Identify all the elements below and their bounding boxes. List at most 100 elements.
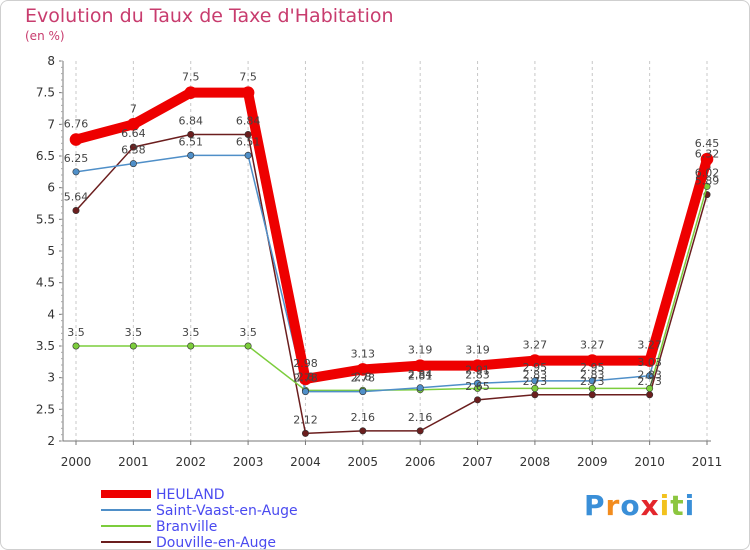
data-label: 2.8 xyxy=(354,370,372,383)
data-point xyxy=(187,342,195,350)
data-label: 6.84 xyxy=(236,114,261,127)
data-label: 5.89 xyxy=(695,175,720,188)
data-point xyxy=(416,384,424,392)
data-label: 2.16 xyxy=(408,411,433,424)
data-point xyxy=(416,427,424,435)
brand-logo: Proxiti xyxy=(584,489,695,522)
data-label: 6.64 xyxy=(121,127,146,140)
data-label: 5.64 xyxy=(64,190,89,203)
data-point xyxy=(588,391,596,399)
x-tick-label: 2010 xyxy=(634,455,665,469)
y-tick-label: 8 xyxy=(47,54,55,68)
data-point xyxy=(646,384,654,392)
data-label: 2.84 xyxy=(408,368,433,381)
data-label: 6.02 xyxy=(695,166,720,179)
x-tick-label: 2005 xyxy=(348,455,379,469)
x-tick-label: 2003 xyxy=(233,455,264,469)
data-point xyxy=(356,363,370,376)
y-tick-label: 4 xyxy=(47,307,55,321)
data-label: 6.32 xyxy=(695,147,720,160)
y-tick-label: 6.5 xyxy=(36,149,55,163)
data-label: 6.45 xyxy=(695,137,720,150)
data-label: 2.73 xyxy=(580,375,605,388)
data-label: 2.95 xyxy=(580,361,605,374)
x-tick-label: 2004 xyxy=(290,455,321,469)
data-label: 6.84 xyxy=(178,114,203,127)
data-label: 3.5 xyxy=(67,326,85,339)
data-point xyxy=(471,359,484,372)
data-label: 2.73 xyxy=(637,375,662,388)
x-tick-label: 2007 xyxy=(462,455,493,469)
data-label: 3.19 xyxy=(408,344,433,357)
x-tick-label: 2002 xyxy=(175,455,206,469)
data-point xyxy=(588,377,596,385)
data-point xyxy=(531,377,539,385)
logo-letter: i xyxy=(659,489,671,522)
axes: 2 2.5 3 3.5 4 4.5 5 5.5 6 6.5 7 7.5 8 2000 2001 2002 200… xyxy=(36,54,722,469)
data-labels: 6.76 7 7.5 7.5 2.98 3.13 3.19 3.19 3.27 3.27 3.27 6… xyxy=(64,71,720,427)
data-label: 6.51 xyxy=(178,135,203,148)
data-label: 2.83 xyxy=(523,368,548,381)
chart-title: Evolution du Taux de Taxe d'Habitation xyxy=(25,5,394,27)
data-point xyxy=(187,151,195,159)
data-point xyxy=(700,152,714,166)
y-tick-label: 6 xyxy=(47,181,55,195)
data-label: 3.03 xyxy=(637,356,662,369)
data-point xyxy=(129,143,137,151)
data-point xyxy=(588,384,596,392)
data-point xyxy=(241,86,255,99)
data-point xyxy=(531,384,539,392)
legend-label: Saint-Vaast-en-Auge xyxy=(156,503,298,519)
data-label: 2.81 xyxy=(408,370,433,383)
data-label: 2.78 xyxy=(351,372,376,385)
data-point xyxy=(413,359,427,372)
x-tick-label: 2011 xyxy=(692,455,723,469)
data-point xyxy=(244,151,252,159)
series-line xyxy=(75,154,708,393)
data-label: 3.27 xyxy=(637,339,662,352)
data-label: 2.8 xyxy=(297,370,315,383)
data-point xyxy=(474,396,482,404)
logo-letter: i xyxy=(684,489,696,522)
data-point xyxy=(127,118,140,131)
x-tick-label: 2000 xyxy=(61,455,92,469)
data-point xyxy=(129,160,137,168)
x-tick-label: 2008 xyxy=(520,455,551,469)
legend-label: Branville xyxy=(156,519,217,535)
series-saint-vaast-en-auge xyxy=(72,151,711,396)
data-point xyxy=(474,379,482,387)
data-point xyxy=(643,354,656,367)
logo-letter: r xyxy=(605,489,621,522)
data-point xyxy=(187,130,195,138)
data-label: 6.51 xyxy=(236,135,261,148)
y-tick-label: 3 xyxy=(47,371,55,385)
data-label: 3.13 xyxy=(351,347,376,360)
data-point xyxy=(72,206,80,214)
data-point xyxy=(184,86,198,99)
y-tick-label: 5.5 xyxy=(36,212,55,226)
data-point xyxy=(299,372,312,386)
data-label: 2.16 xyxy=(351,411,376,424)
data-label: 2.83 xyxy=(637,368,662,381)
data-label: 3.19 xyxy=(465,344,490,357)
data-label: 2.73 xyxy=(523,375,548,388)
data-point xyxy=(244,130,252,138)
y-tick-label: 2 xyxy=(47,434,55,448)
y-tick-label: 3.5 xyxy=(36,339,55,353)
data-label: 3.27 xyxy=(523,339,548,352)
data-label: 3.5 xyxy=(182,326,200,339)
chart-subtitle: (en %) xyxy=(25,29,65,43)
y-tick-label: 5 xyxy=(47,244,55,258)
data-label: 2.83 xyxy=(580,368,605,381)
data-point xyxy=(72,342,80,350)
x-tick-label: 2006 xyxy=(405,455,436,469)
data-point xyxy=(359,427,367,435)
data-point xyxy=(244,342,252,350)
data-label: 2.83 xyxy=(465,368,490,381)
data-label: 6.38 xyxy=(121,144,146,157)
series-line xyxy=(71,87,712,384)
x-tick-label: 2001 xyxy=(118,455,149,469)
series-douville-en-auge xyxy=(72,130,711,437)
y-tick-label: 2.5 xyxy=(36,402,55,416)
